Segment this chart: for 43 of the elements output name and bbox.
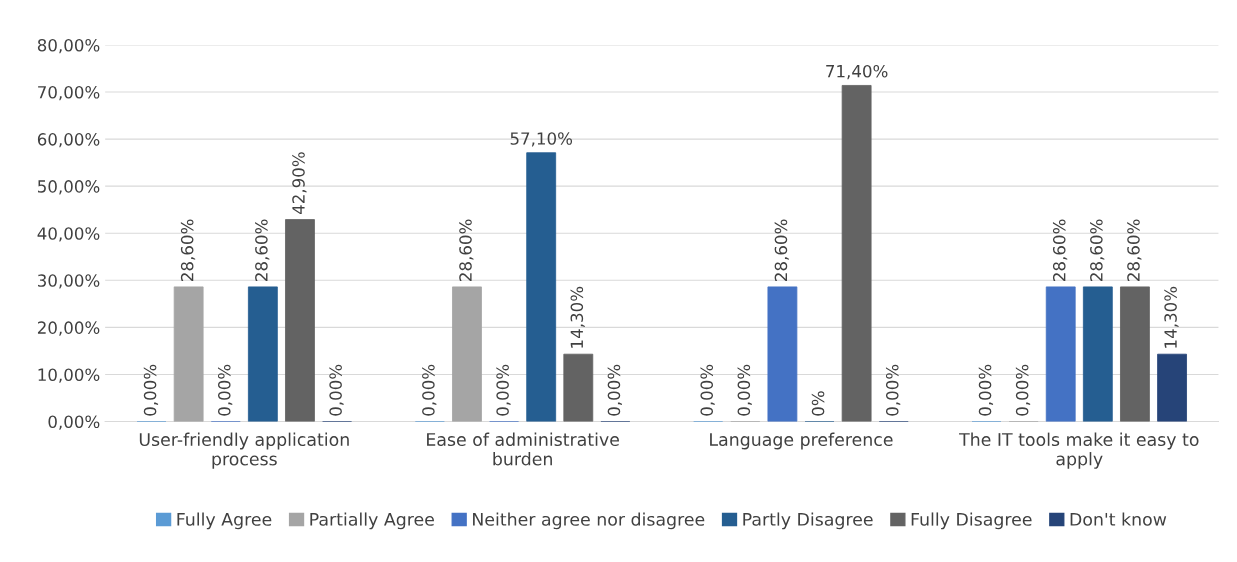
- data-label: 28,60%: [180, 219, 196, 281]
- data-label: 0,00%: [978, 364, 994, 416]
- y-tick-label: 30,00%: [38, 274, 100, 289]
- legend-label: Neither agree nor disagree: [473, 512, 705, 530]
- data-label: 28,60%: [1127, 219, 1142, 281]
- data-label: 28,60%: [1052, 219, 1068, 281]
- legend-label: Partly Disagree: [743, 512, 873, 530]
- y-tick-label: 20,00%: [37, 321, 100, 336]
- legend-label: Don't know: [1070, 512, 1167, 526]
- data-label: 28,60%: [774, 219, 789, 281]
- data-label: 14,30%: [570, 286, 585, 348]
- data-label: 42,90%: [292, 152, 307, 215]
- data-label: 0,00%: [217, 364, 233, 416]
- data-label: 0,00%: [700, 364, 715, 416]
- data-label: 0,00%: [607, 364, 622, 416]
- data-label: 0,00%: [737, 364, 752, 416]
- data-label: 28,60%: [255, 219, 270, 281]
- data-label: 0,00%: [422, 364, 437, 416]
- y-tick-label: 40,00%: [37, 227, 100, 242]
- data-label: 0,00%: [885, 364, 901, 416]
- data-label: 28,60%: [1090, 219, 1105, 281]
- data-label: 0,00%: [143, 364, 159, 416]
- y-tick-label: 50,00%: [38, 180, 100, 195]
- y-tick-label: 0,00%: [48, 415, 100, 430]
- y-tick-label: 10,00%: [38, 368, 100, 383]
- y-tick-label: 60,00%: [37, 133, 100, 148]
- data-label: 57,10%: [510, 132, 573, 147]
- data-label: 0%: [811, 391, 825, 416]
- data-label: 0,00%: [1015, 364, 1031, 416]
- x-tick-label: Ease of administrative burden: [427, 432, 619, 466]
- x-tick-label: The IT tools make it easy to apply: [959, 432, 1199, 469]
- x-tick-label: Language preference: [710, 432, 893, 450]
- y-tick-label: 80,00%: [37, 38, 100, 54]
- data-label: 28,60%: [459, 219, 474, 281]
- y-tick-label: 70,00%: [38, 85, 100, 101]
- data-label: 0,00%: [496, 364, 511, 416]
- legend-label: Fully Agree: [177, 512, 272, 530]
- data-label: 14,30%: [1164, 286, 1179, 348]
- data-label: 0,00%: [329, 364, 344, 416]
- x-tick-label: User-friendly application process: [139, 432, 349, 469]
- legend-label: Partially Agree: [310, 512, 434, 530]
- data-label: 71,40%: [826, 64, 888, 80]
- legend-label: Fully Disagree: [911, 512, 1032, 530]
